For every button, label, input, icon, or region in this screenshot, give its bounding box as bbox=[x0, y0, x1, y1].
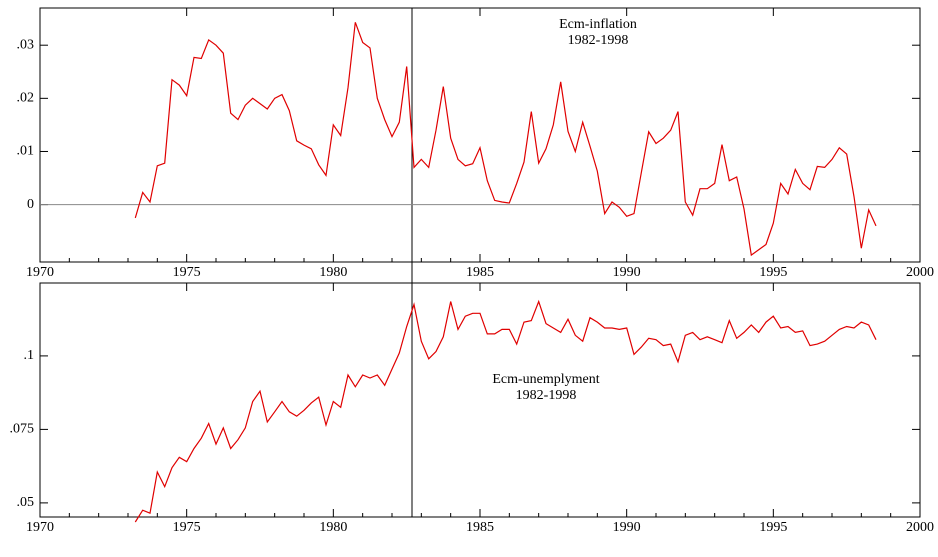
data-line bbox=[134, 299, 877, 523]
y-tick-label: .075 bbox=[10, 422, 35, 437]
x-tick-label: 1985 bbox=[466, 265, 494, 280]
x-tick-label: 1985 bbox=[466, 520, 494, 535]
x-tick-label: 1995 bbox=[759, 265, 787, 280]
x-tick-label: 1980 bbox=[319, 520, 347, 535]
annotation: 1982-1998 bbox=[516, 388, 577, 403]
y-tick-label: .01 bbox=[17, 144, 35, 159]
x-tick-label: 1990 bbox=[613, 520, 641, 535]
x-tick-label: 1970 bbox=[26, 520, 54, 535]
x-tick-label: 2000 bbox=[906, 265, 934, 280]
plot-frame bbox=[39, 282, 921, 518]
x-tick-label: 2000 bbox=[906, 520, 934, 535]
annotation: Ecm-inflation bbox=[559, 17, 637, 32]
x-tick-label: 1975 bbox=[173, 265, 201, 280]
y-tick-label: 0 bbox=[27, 197, 34, 212]
y-tick-label: .02 bbox=[17, 91, 35, 106]
plot-frame bbox=[39, 7, 921, 263]
annotation: Ecm-unemplyment bbox=[492, 372, 599, 387]
data-line bbox=[134, 22, 877, 257]
x-tick-label: 1970 bbox=[26, 265, 54, 280]
annotation: 1982-1998 bbox=[568, 33, 629, 48]
y-tick-label: .05 bbox=[17, 495, 35, 510]
x-tick-label: 1990 bbox=[613, 265, 641, 280]
y-tick-label: .03 bbox=[17, 37, 35, 52]
y-tick-label: .1 bbox=[24, 348, 35, 363]
x-tick-label: 1995 bbox=[759, 520, 787, 535]
x-tick-label: 1975 bbox=[173, 520, 201, 535]
x-tick-label: 1980 bbox=[319, 265, 347, 280]
